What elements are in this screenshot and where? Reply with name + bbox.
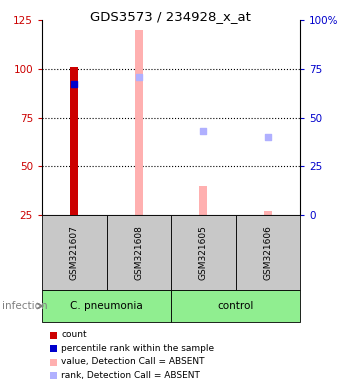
Text: C. pneumonia: C. pneumonia	[70, 301, 143, 311]
Text: GSM321606: GSM321606	[263, 225, 272, 280]
Text: GSM321608: GSM321608	[134, 225, 143, 280]
Bar	[199, 186, 207, 215]
Text: infection: infection	[2, 301, 47, 311]
Text: percentile rank within the sample: percentile rank within the sample	[61, 344, 214, 353]
Text: control: control	[217, 301, 254, 311]
Point	[71, 81, 77, 88]
Text: rank, Detection Call = ABSENT: rank, Detection Call = ABSENT	[61, 371, 200, 380]
Text: GSM321607: GSM321607	[70, 225, 79, 280]
Point	[136, 73, 141, 79]
Text: GSM321605: GSM321605	[199, 225, 208, 280]
Bar	[135, 30, 142, 215]
Text: count: count	[61, 330, 87, 339]
Point	[265, 134, 271, 140]
Bar	[70, 67, 78, 215]
Text: GDS3573 / 234928_x_at: GDS3573 / 234928_x_at	[89, 10, 251, 23]
Bar	[264, 211, 272, 215]
Point	[201, 128, 206, 134]
Text: value, Detection Call = ABSENT: value, Detection Call = ABSENT	[61, 357, 204, 366]
